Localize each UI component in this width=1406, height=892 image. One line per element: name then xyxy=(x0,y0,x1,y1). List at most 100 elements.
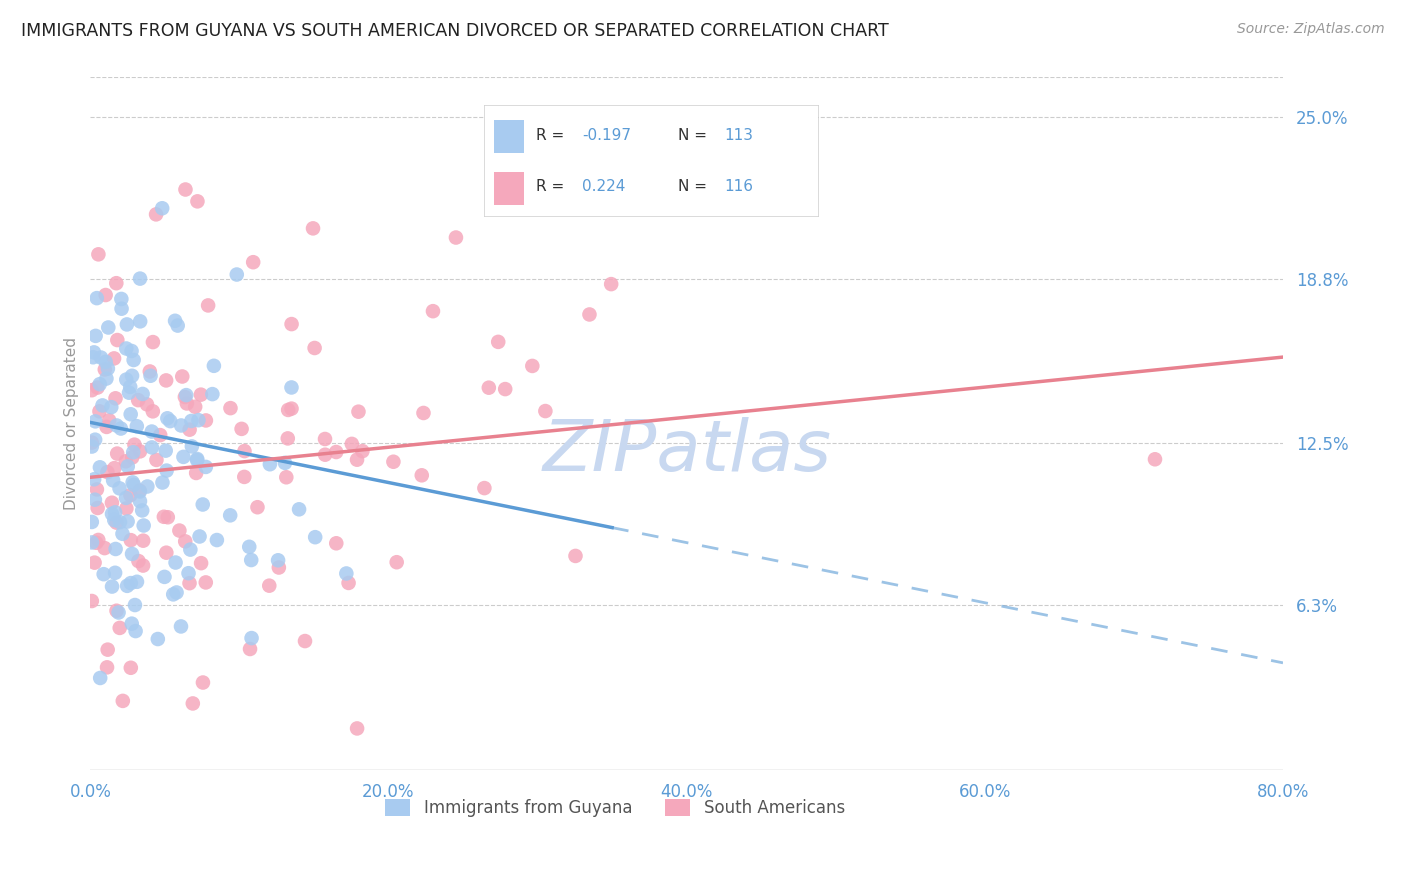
Point xyxy=(141,425,163,439)
Point xyxy=(170,418,193,433)
Point xyxy=(89,460,111,475)
Text: Source: ZipAtlas.com: Source: ZipAtlas.com xyxy=(1237,22,1385,37)
Point xyxy=(86,483,108,497)
Point xyxy=(125,574,148,589)
Point xyxy=(180,439,202,453)
Point xyxy=(180,414,202,428)
Point xyxy=(84,414,107,428)
Point xyxy=(104,505,127,519)
Point xyxy=(231,422,253,436)
Y-axis label: Divorced or Separated: Divorced or Separated xyxy=(65,337,79,510)
Point xyxy=(152,475,174,490)
Point xyxy=(115,454,138,468)
Point xyxy=(340,437,363,451)
Point xyxy=(165,314,187,328)
Point xyxy=(94,362,117,376)
Point xyxy=(93,541,115,555)
Point xyxy=(162,587,184,601)
Point xyxy=(239,642,262,657)
Point xyxy=(86,291,108,305)
Point xyxy=(115,491,138,505)
Point xyxy=(347,405,370,419)
Point xyxy=(205,533,228,547)
Point xyxy=(117,459,139,474)
Point xyxy=(103,513,125,527)
Point xyxy=(104,566,127,580)
Point xyxy=(96,371,118,385)
Point xyxy=(103,351,125,366)
Point xyxy=(534,404,557,418)
Point xyxy=(80,383,103,397)
Point xyxy=(93,567,115,582)
Point xyxy=(174,182,197,196)
Point xyxy=(97,361,120,376)
Point xyxy=(120,576,142,591)
Text: ZIPatlas: ZIPatlas xyxy=(543,417,831,486)
Point xyxy=(83,492,105,507)
Point xyxy=(80,594,103,608)
Point xyxy=(153,509,176,524)
Point xyxy=(219,401,242,416)
Point xyxy=(121,343,143,358)
Point xyxy=(201,387,224,401)
Point xyxy=(280,380,302,394)
Point xyxy=(141,441,163,455)
Point xyxy=(84,535,107,549)
Point xyxy=(121,547,143,561)
Point xyxy=(118,385,141,400)
Point xyxy=(179,542,201,557)
Point xyxy=(240,553,263,567)
Point xyxy=(197,298,219,312)
Point xyxy=(111,526,134,541)
Point xyxy=(132,518,155,533)
Point xyxy=(179,423,201,437)
Legend: Immigrants from Guyana, South Americans: Immigrants from Guyana, South Americans xyxy=(378,792,852,824)
Point xyxy=(240,631,263,645)
Point xyxy=(150,201,173,215)
Point xyxy=(104,392,127,406)
Point xyxy=(156,411,179,425)
Point xyxy=(89,404,111,418)
Point xyxy=(172,450,194,464)
Point xyxy=(136,397,159,411)
Point xyxy=(120,533,142,548)
Point xyxy=(170,619,193,633)
Point xyxy=(188,529,211,543)
Point xyxy=(87,247,110,261)
Point xyxy=(101,507,124,521)
Point xyxy=(335,566,357,581)
Point xyxy=(314,448,336,462)
Point xyxy=(117,515,139,529)
Point xyxy=(101,580,124,594)
Point xyxy=(94,288,117,302)
Point xyxy=(110,292,132,306)
Point xyxy=(139,368,162,383)
Point xyxy=(191,498,214,512)
Point xyxy=(165,556,187,570)
Point xyxy=(104,541,127,556)
Point xyxy=(274,456,297,470)
Point xyxy=(280,401,302,416)
Point xyxy=(267,553,290,567)
Point xyxy=(80,435,103,450)
Point xyxy=(132,533,155,548)
Point xyxy=(145,453,167,467)
Point xyxy=(129,271,152,285)
Point xyxy=(288,502,311,516)
Point xyxy=(97,642,120,657)
Point xyxy=(267,560,290,574)
Point xyxy=(86,500,108,515)
Point xyxy=(190,556,212,570)
Point xyxy=(122,478,145,492)
Point xyxy=(115,318,138,332)
Point xyxy=(124,598,146,612)
Point xyxy=(91,398,114,412)
Point xyxy=(89,377,111,392)
Point xyxy=(105,516,128,530)
Point xyxy=(121,450,143,465)
Point xyxy=(600,277,623,292)
Point xyxy=(486,334,509,349)
Point xyxy=(86,380,108,394)
Point xyxy=(83,345,105,359)
Point xyxy=(233,470,256,484)
